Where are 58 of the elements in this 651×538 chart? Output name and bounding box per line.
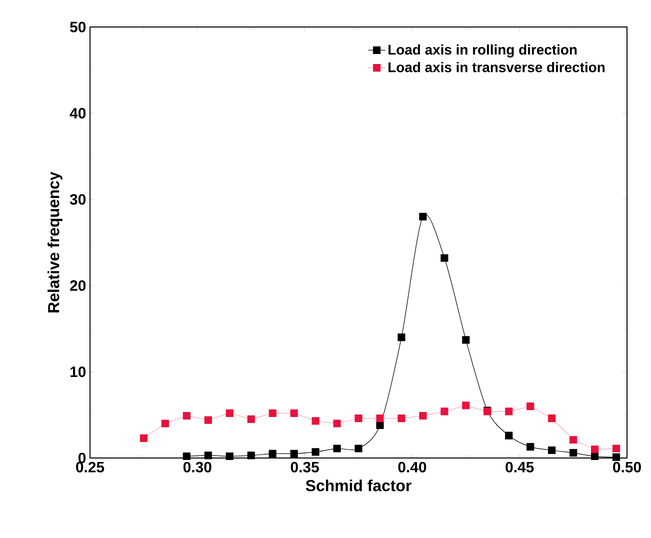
x-tick-label: 0.25 bbox=[76, 462, 104, 472]
y-tick-label: 0 bbox=[78, 452, 86, 464]
point bbox=[398, 414, 406, 422]
point bbox=[333, 444, 341, 452]
legend-label: Load axis in rolling direction bbox=[388, 44, 577, 58]
point bbox=[247, 452, 255, 460]
point bbox=[570, 449, 578, 457]
point bbox=[247, 415, 255, 423]
point bbox=[440, 254, 448, 262]
point bbox=[376, 414, 384, 422]
x-axis-title: Schmid factor bbox=[306, 480, 412, 492]
x-tick-label: 0.40 bbox=[398, 462, 426, 472]
point bbox=[204, 416, 212, 424]
y-tick-label: 10 bbox=[70, 366, 86, 378]
point bbox=[440, 408, 448, 416]
point bbox=[505, 408, 513, 416]
point bbox=[526, 443, 534, 451]
y-axis-title: Relative frequency bbox=[48, 172, 62, 312]
x-tick-label: 0.35 bbox=[290, 462, 319, 472]
y-tick-label: 20 bbox=[70, 280, 86, 291]
point bbox=[312, 448, 320, 456]
point bbox=[398, 334, 406, 342]
point bbox=[419, 212, 427, 220]
point bbox=[419, 412, 427, 420]
point bbox=[376, 421, 384, 430]
point bbox=[354, 414, 362, 422]
point bbox=[354, 444, 362, 452]
point bbox=[590, 446, 599, 454]
point bbox=[548, 414, 556, 422]
point bbox=[312, 417, 320, 425]
legend-label: Load axis in transverse direction bbox=[388, 62, 605, 72]
y-tick-label: 30 bbox=[70, 194, 86, 205]
point bbox=[268, 409, 276, 417]
point bbox=[226, 452, 234, 460]
point bbox=[290, 450, 298, 458]
point bbox=[204, 452, 212, 460]
x-tick-label: 0.50 bbox=[613, 462, 641, 472]
point bbox=[140, 434, 148, 442]
point bbox=[570, 436, 578, 444]
point bbox=[590, 452, 599, 460]
point bbox=[526, 402, 534, 410]
point bbox=[182, 412, 190, 420]
point bbox=[268, 450, 276, 458]
y-tick-label: 50 bbox=[70, 22, 86, 32]
point bbox=[505, 432, 513, 440]
point bbox=[612, 444, 620, 452]
point bbox=[182, 452, 190, 460]
point bbox=[612, 453, 620, 461]
point bbox=[161, 420, 169, 428]
point bbox=[548, 446, 556, 454]
point bbox=[462, 402, 470, 410]
x-tick-label: 0.30 bbox=[183, 462, 212, 472]
point bbox=[226, 409, 234, 417]
point bbox=[333, 420, 341, 428]
point bbox=[290, 409, 298, 417]
y-tick-label: 40 bbox=[70, 108, 86, 118]
point bbox=[462, 336, 470, 344]
x-tick-label: 0.45 bbox=[506, 462, 534, 472]
